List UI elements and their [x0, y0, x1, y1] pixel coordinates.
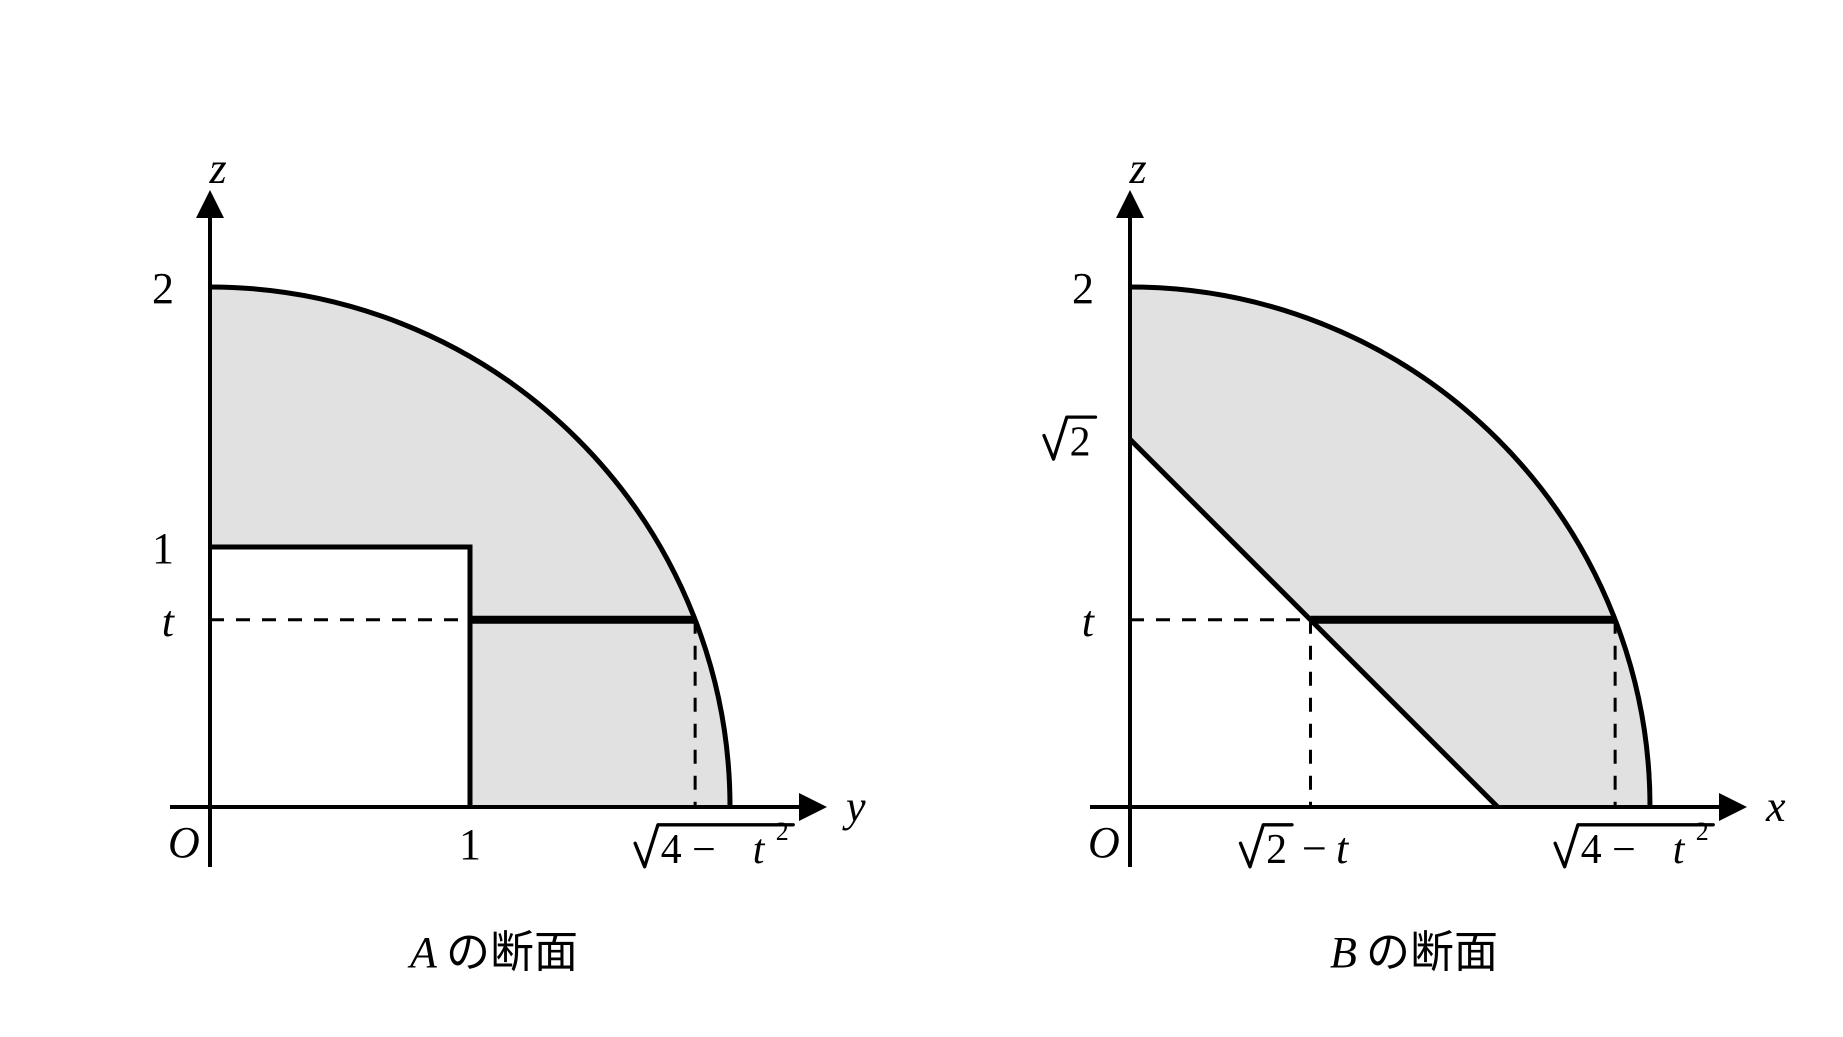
- svg-text:の断面: の断面: [1366, 920, 1498, 980]
- tick-1-z: 1: [152, 524, 174, 573]
- svg-text:2: 2: [776, 817, 789, 846]
- panel-A: zyO21t14 − t2A の断面: [152, 144, 866, 980]
- origin-label: O: [1088, 818, 1120, 867]
- h-axis-label: x: [1765, 782, 1786, 831]
- tick-t: t: [162, 597, 176, 646]
- svg-text:2: 2: [1696, 817, 1709, 846]
- svg-text:2: 2: [1266, 827, 1287, 873]
- z-axis-label: z: [1128, 144, 1146, 193]
- shaded-region: [1130, 287, 1650, 807]
- svg-text:2: 2: [1070, 419, 1091, 465]
- svg-text:4 −: 4 −: [661, 827, 716, 873]
- h-axis-label: y: [842, 782, 866, 831]
- origin-label: O: [168, 818, 200, 867]
- panel-caption: B の断面: [1330, 920, 1498, 980]
- panel-B: zxO22t2−t4 − t2B の断面: [1044, 144, 1786, 980]
- svg-text:−: −: [1302, 824, 1327, 873]
- svg-text:t: t: [1673, 827, 1686, 873]
- tick-2: 2: [152, 264, 174, 313]
- figure-canvas: zyO21t14 − t2A の断面zxO22t2−t4 − t2B の断面: [0, 0, 1843, 1037]
- svg-text:A: A: [407, 928, 438, 977]
- tick-2: 2: [1072, 264, 1094, 313]
- svg-text:t: t: [1336, 824, 1350, 873]
- tick-1-h: 1: [459, 820, 481, 869]
- tick-sqrt2: 2: [1044, 417, 1095, 465]
- z-axis-label: z: [208, 144, 226, 193]
- tick-sqrt-4-minus-t2: 4 − t2: [1555, 817, 1713, 873]
- square-cut-boundary: [210, 547, 470, 807]
- tick-sqrt2-minus-t: 2−t: [1240, 824, 1349, 873]
- tick-sqrt-4-minus-t2: 4 − t2: [635, 817, 793, 873]
- panel-caption: A の断面: [407, 920, 578, 980]
- svg-text:t: t: [753, 827, 766, 873]
- svg-text:4 −: 4 −: [1581, 827, 1636, 873]
- svg-text:の断面: の断面: [446, 920, 578, 980]
- tick-t: t: [1082, 597, 1096, 646]
- svg-text:B: B: [1330, 928, 1357, 977]
